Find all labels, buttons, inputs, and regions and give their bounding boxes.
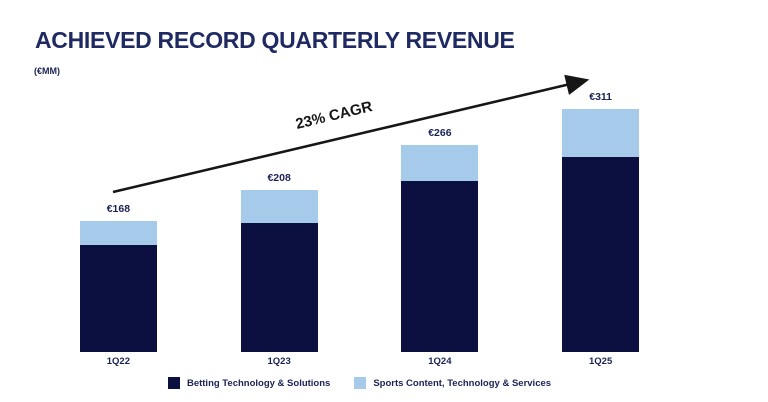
stacked-bar bbox=[79, 220, 157, 352]
stacked-bar bbox=[240, 189, 318, 352]
bar-segment bbox=[562, 109, 640, 157]
stacked-bar bbox=[401, 144, 479, 352]
stacked-bar bbox=[562, 109, 640, 352]
bar-slot-1q22: €168 1Q22 bbox=[38, 52, 199, 367]
bar-value-label: €168 bbox=[106, 202, 131, 215]
bar-segment bbox=[79, 245, 157, 352]
x-axis-label: 1Q25 bbox=[589, 356, 613, 367]
bar-segment bbox=[79, 220, 157, 246]
bar-segment bbox=[401, 144, 479, 182]
unit-label: (€MM) bbox=[34, 66, 60, 76]
legend: Betting Technology & Solutions Sports Con… bbox=[38, 377, 681, 389]
x-axis-label: 1Q22 bbox=[106, 356, 130, 367]
bar-segment bbox=[240, 189, 318, 224]
bar-value-label: €208 bbox=[267, 171, 291, 184]
legend-item: Betting Technology & Solutions bbox=[167, 377, 331, 389]
bar-slot-1q25: €311 1Q25 bbox=[520, 52, 681, 367]
x-axis-label: 1Q24 bbox=[428, 356, 452, 367]
page-title: ACHIEVED RECORD QUARTERLY REVENUE bbox=[35, 27, 515, 53]
legend-label: Sports Content, Technology & Services bbox=[373, 377, 552, 389]
legend-swatch-icon bbox=[167, 377, 180, 389]
bar-value-label: €311 bbox=[589, 91, 613, 104]
legend-label: Betting Technology & Solutions bbox=[186, 377, 331, 389]
bar-segment bbox=[240, 223, 318, 352]
bar-group: €168 1Q22 €208 1Q23 €266 1Q24 €311 1Q25 bbox=[38, 52, 681, 367]
bar-segment bbox=[562, 157, 640, 352]
bar-slot-1q23: €208 1Q23 bbox=[199, 52, 360, 367]
x-axis-label: 1Q23 bbox=[267, 356, 291, 367]
bar-value-label: €266 bbox=[428, 126, 452, 139]
bar-slot-1q24: €266 1Q24 bbox=[360, 52, 521, 367]
bar-segment bbox=[401, 181, 479, 352]
legend-swatch-icon bbox=[354, 377, 367, 389]
legend-item: Sports Content, Technology & Services bbox=[354, 377, 551, 389]
